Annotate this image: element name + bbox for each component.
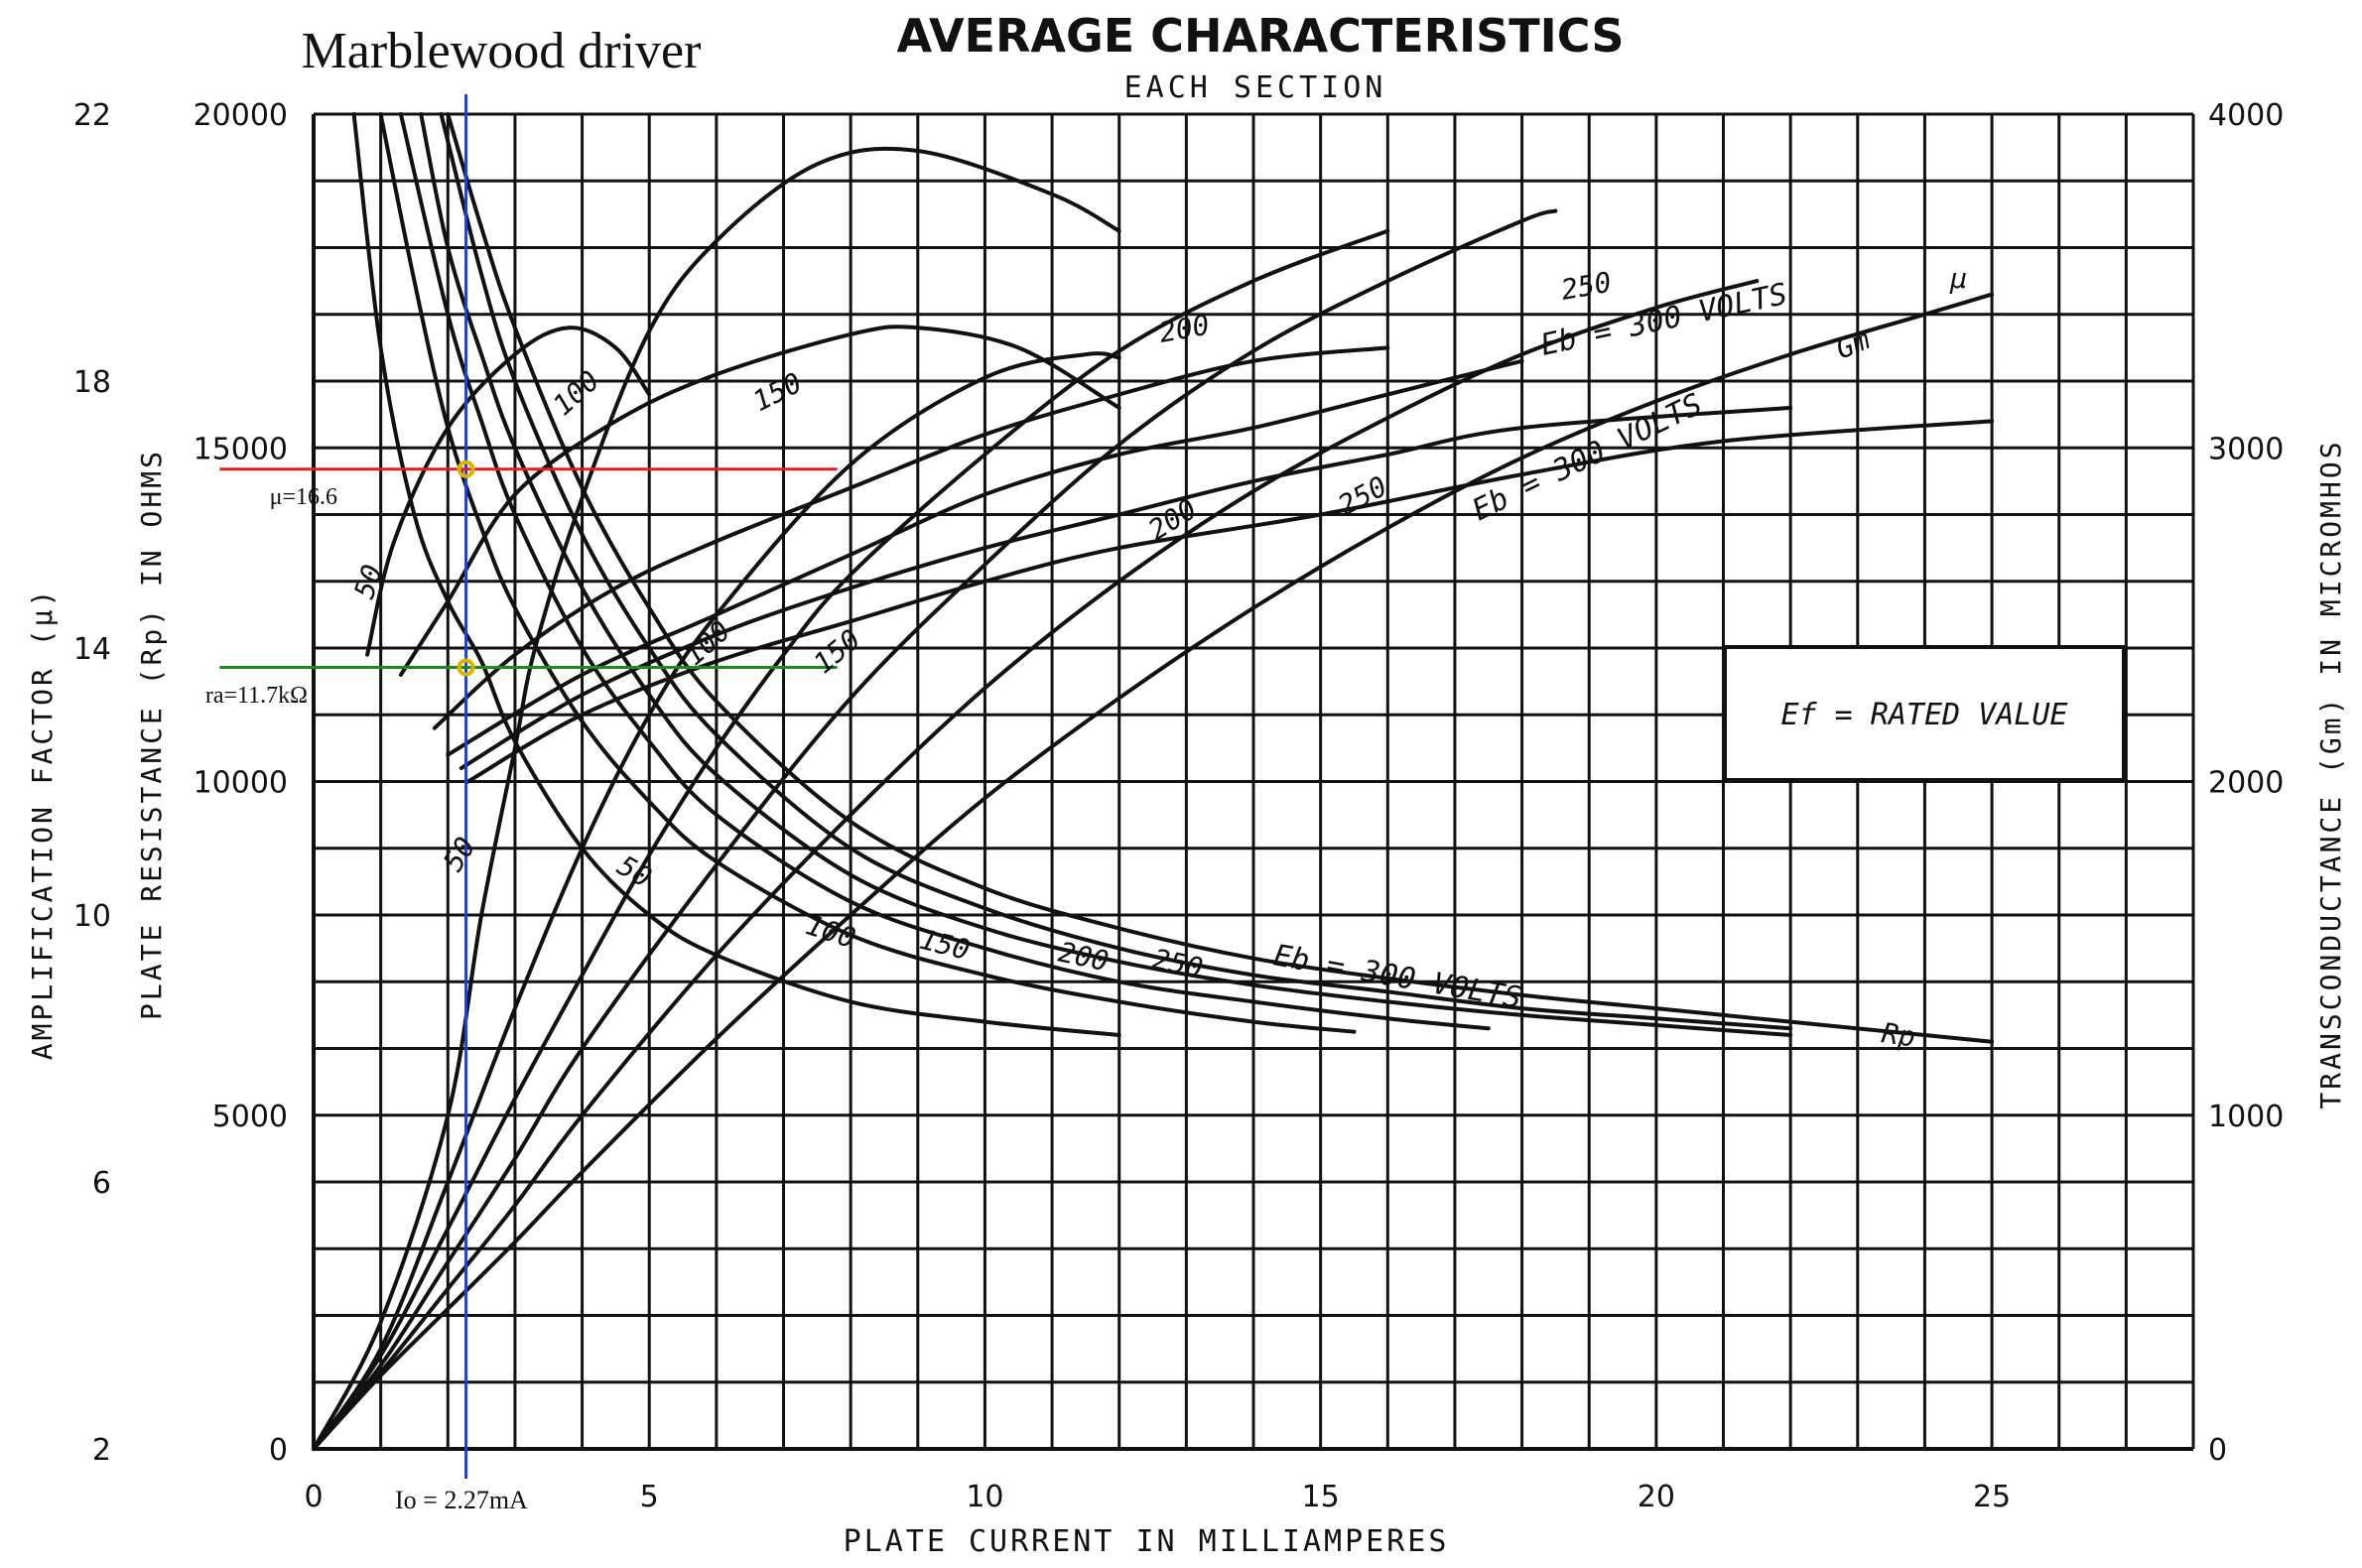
- curve-gm-300: [312, 292, 1995, 1451]
- io-annotation-label: Io = 2.27mA: [395, 1486, 528, 1514]
- rp-family-label: Rp: [1880, 1016, 1917, 1053]
- rp-tick-label: 20000: [194, 98, 288, 133]
- rp-tick-label: 10000: [194, 766, 288, 801]
- curve-gm-150: [312, 228, 1390, 1451]
- condition-box-frame: [1723, 645, 2126, 782]
- curve-mu-150: [432, 345, 1390, 730]
- chart-title: AVERAGE CHARACTERISTICS: [896, 9, 1624, 63]
- mu-tick-label: 2: [92, 1433, 111, 1468]
- curve-gm-50: [312, 146, 1121, 1451]
- mu-tick-label: 6: [92, 1166, 111, 1201]
- chart-ticks: 0 5 10 15 20 25050001000015000200002610141822…: [73, 98, 2285, 1514]
- annotation-overlay: [219, 94, 838, 1479]
- curve-rp-150: [398, 112, 1491, 1031]
- gm-tick-label: 3000: [2208, 432, 2284, 466]
- x-tick-label: 10: [966, 1480, 1003, 1514]
- curve-rp-300: [446, 112, 1995, 1044]
- mu-intersection-marker: [457, 459, 475, 478]
- mu-family-label: μ: [1949, 262, 1967, 295]
- rp-tick-label: 5000: [212, 1100, 288, 1134]
- x-tick-label: 0: [304, 1480, 323, 1514]
- curve-gm-250: [312, 279, 1760, 1451]
- gm-tick-label: 1000: [2208, 1100, 2284, 1134]
- chart-subtitle: EACH SECTION: [1124, 70, 1387, 105]
- curve-mu-250: [459, 405, 1793, 770]
- x-tick-label: 20: [1638, 1480, 1675, 1514]
- x-tick-label: 25: [1973, 1480, 2011, 1514]
- x-tick-label: 15: [1302, 1480, 1340, 1514]
- gm-tick-label: 0: [2208, 1433, 2227, 1468]
- mu-tick-label: 10: [73, 899, 111, 934]
- x-tick-label: 5: [640, 1480, 659, 1514]
- rp-tick-label: 15000: [194, 432, 288, 466]
- curve-rp-100: [378, 112, 1357, 1034]
- gm-tick-label: 2000: [2208, 766, 2284, 801]
- mu-annotation-label: μ=16.6: [270, 484, 337, 510]
- gm-tick-label: 4000: [2208, 98, 2284, 133]
- curve-rp-50: [351, 112, 1121, 1037]
- curve-mu-200: [446, 358, 1524, 757]
- annotation-title: Marblewood driver: [302, 23, 702, 79]
- ra-intersection-marker: [457, 658, 475, 677]
- chart-curves: [312, 112, 1995, 1451]
- curve-rp-250: [439, 112, 1793, 1031]
- rp-axis-label: PLATE RESISTANCE (Rp) IN OHMS: [135, 449, 168, 1020]
- mu-tick-label: 22: [73, 98, 111, 133]
- curve-gm-200: [312, 208, 1558, 1451]
- curve-mu-50: [365, 326, 652, 657]
- curve-mu-100: [398, 325, 1121, 677]
- chart-grid: [312, 112, 2195, 1451]
- mu-axis-label: AMPLIFICATION FACTOR (μ): [26, 588, 59, 1061]
- curve-gm-100: [312, 351, 1121, 1451]
- curve-rp-200: [419, 112, 1793, 1037]
- rp-tick-label: 0: [269, 1433, 288, 1468]
- x-axis-label: PLATE CURRENT IN MILLIAMPERES: [844, 1524, 1450, 1559]
- mu-tick-label: 14: [73, 632, 111, 667]
- condition-box-text: Ef = RATED VALUE: [1781, 698, 2068, 732]
- ra-annotation-label: ra=11.7kΩ: [205, 683, 308, 709]
- condition-box: Ef = RATED VALUE: [1723, 645, 2126, 782]
- mu-tick-label: 18: [73, 365, 111, 400]
- gm-axis-label: TRANSCONDUCTANCE (Gm) IN MICROMHOS: [2314, 439, 2347, 1109]
